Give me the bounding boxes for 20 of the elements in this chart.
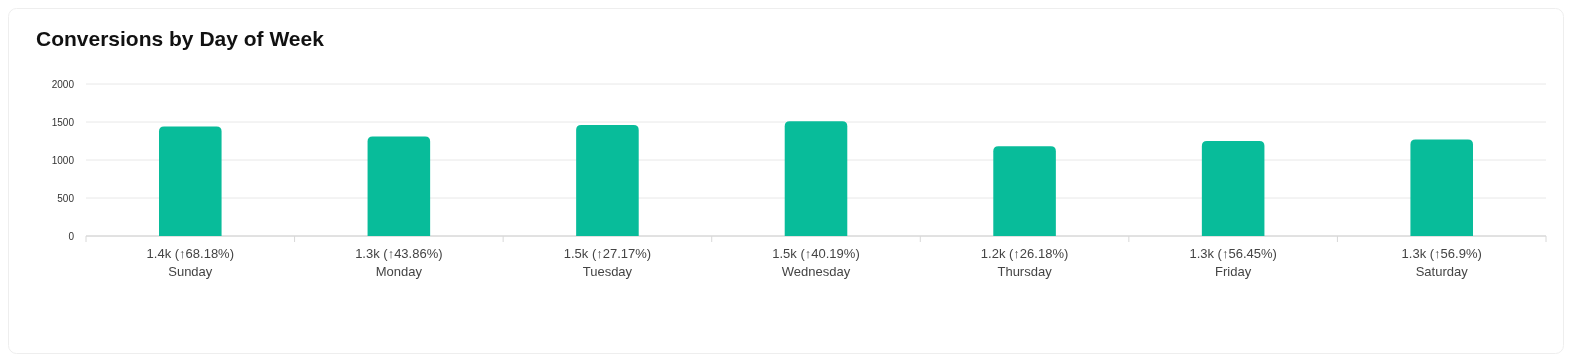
y-tick-label: 1500 bbox=[51, 116, 75, 128]
chart-title: Conversions by Day of Week bbox=[36, 27, 325, 50]
x-tick-label: 1.2k (↑26.18%) Thursday bbox=[980, 246, 1069, 279]
x-tick-label: 1.3k (↑56.9%) Saturday bbox=[1401, 246, 1482, 279]
bar bbox=[1201, 141, 1265, 236]
y-tick-label: 500 bbox=[57, 192, 75, 204]
bar bbox=[367, 136, 431, 236]
y-tick-label: 1000 bbox=[51, 154, 75, 166]
bar bbox=[1410, 139, 1473, 236]
x-tick-label: 1.3k (↑56.45%) Friday bbox=[1189, 246, 1277, 279]
x-tick-label: 1.4k (↑68.18%) Sunday bbox=[146, 246, 234, 279]
bar bbox=[784, 121, 848, 236]
bar bbox=[993, 146, 1056, 236]
x-tick-label: 1.5k (↑40.19%) Wednesday bbox=[772, 246, 860, 279]
bar bbox=[159, 126, 222, 236]
y-tick-label: 0 bbox=[68, 230, 75, 242]
bar bbox=[576, 125, 639, 236]
x-tick-label: 1.3k (↑43.86%) Monday bbox=[355, 246, 443, 279]
x-tick-label: 1.5k (↑27.17%) Tuesday bbox=[563, 246, 652, 279]
y-tick-label: 2000 bbox=[51, 78, 75, 90]
